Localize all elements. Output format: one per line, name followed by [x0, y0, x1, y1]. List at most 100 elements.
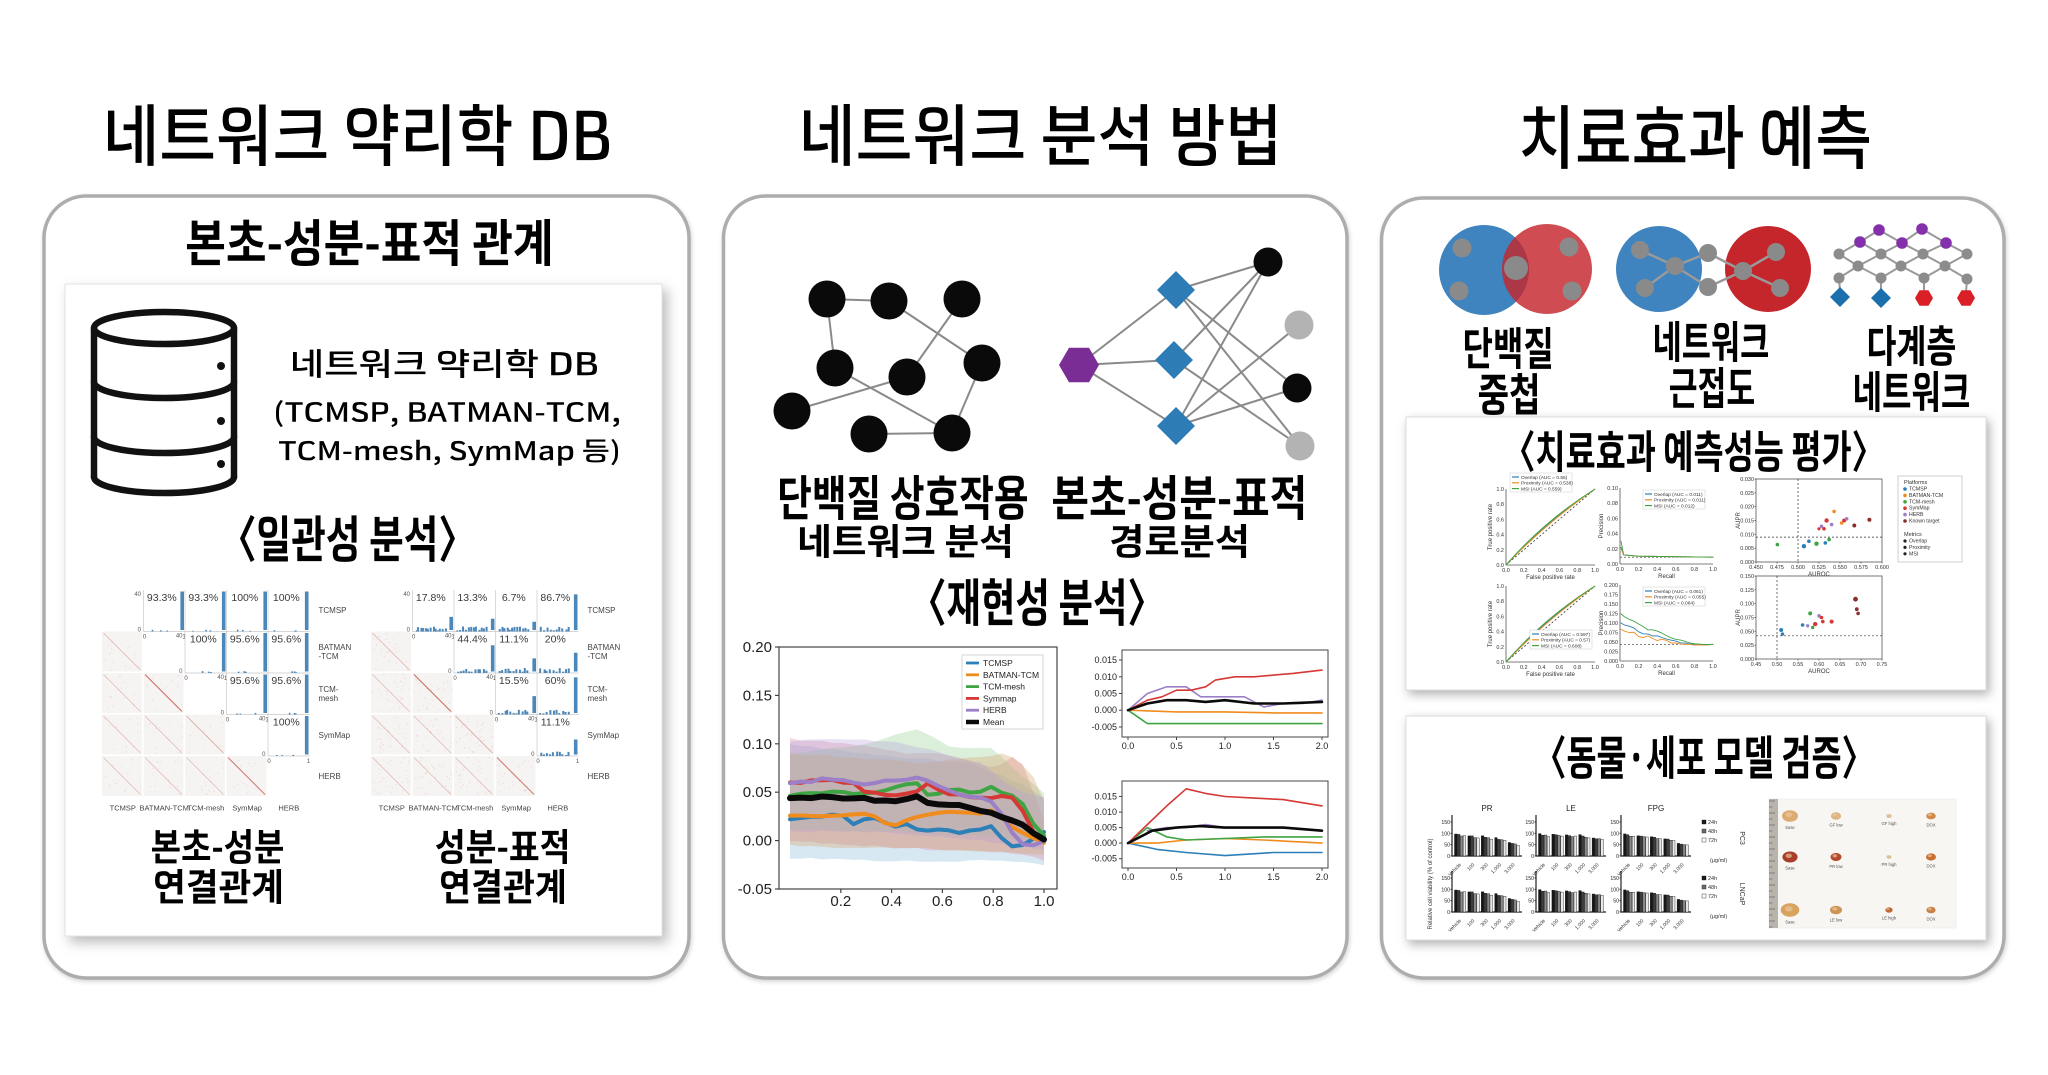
svg-text:Metrics: Metrics — [1904, 532, 1922, 538]
svg-text:48h: 48h — [1708, 829, 1717, 835]
svg-text:2.0: 2.0 — [1316, 741, 1329, 751]
svg-text:0.5: 0.5 — [1170, 741, 1183, 751]
svg-text:Recall: Recall — [1658, 671, 1675, 677]
svg-text:0.550: 0.550 — [1833, 565, 1847, 571]
svg-text:0.000: 0.000 — [1740, 657, 1754, 663]
svg-text:0: 0 — [138, 628, 142, 634]
svg-text:0.08: 0.08 — [1607, 501, 1618, 507]
svg-text:0.450: 0.450 — [1749, 565, 1763, 571]
svg-text:1.0: 1.0 — [1496, 487, 1504, 493]
svg-text:40: 40 — [403, 592, 410, 598]
svg-text:LNCaP: LNCaP — [1738, 883, 1745, 906]
svg-text:0.5: 0.5 — [1170, 872, 1183, 882]
svg-text:GF high: GF high — [1882, 821, 1898, 826]
svg-text:13.3%: 13.3% — [457, 592, 487, 604]
svg-text:HERB: HERB — [278, 804, 299, 813]
svg-text:0.2: 0.2 — [1635, 664, 1643, 670]
svg-text:Relative cell viability (% of: Relative cell viability (% of control) — [1428, 838, 1434, 929]
svg-text:GF low: GF low — [1829, 823, 1843, 828]
svg-text:0.06: 0.06 — [1607, 516, 1618, 522]
svg-text:TCM-: TCM- — [588, 685, 608, 694]
svg-text:0: 0 — [1616, 910, 1619, 916]
svg-text:1.0: 1.0 — [1709, 664, 1717, 670]
svg-text:0.4: 0.4 — [1538, 568, 1546, 574]
svg-text:TCMSP: TCMSP — [110, 804, 136, 813]
svg-text:0.8: 0.8 — [1691, 664, 1699, 670]
svg-text:0: 0 — [536, 759, 540, 765]
svg-text:0.2: 0.2 — [1520, 568, 1528, 574]
svg-text:BATMAN-TCM: BATMAN-TCM — [983, 670, 1039, 680]
svg-text:100: 100 — [1550, 918, 1560, 928]
svg-text:0.2: 0.2 — [1496, 645, 1504, 651]
svg-text:0.8: 0.8 — [1573, 568, 1581, 574]
svg-text:1: 1 — [493, 676, 497, 682]
svg-text:0.000: 0.000 — [1094, 838, 1117, 848]
svg-text:0: 0 — [1531, 854, 1534, 860]
svg-text:BATMAN: BATMAN — [319, 643, 352, 652]
svg-text:Recall: Recall — [1658, 574, 1675, 580]
svg-text:FPG: FPG — [1648, 804, 1664, 813]
svg-text:True positive rate: True positive rate — [1488, 600, 1494, 647]
svg-text:0.015: 0.015 — [1740, 519, 1754, 525]
svg-text:Sase: Sase — [1785, 920, 1795, 925]
svg-text:DOX: DOX — [1926, 864, 1935, 869]
svg-text:300: 300 — [1564, 862, 1574, 872]
svg-text:-0.005: -0.005 — [1091, 722, 1117, 732]
svg-text:0.005: 0.005 — [1094, 823, 1117, 833]
svg-text:TCM-mesh: TCM-mesh — [1909, 499, 1935, 505]
svg-text:100: 100 — [1466, 918, 1476, 928]
svg-text:11.1%: 11.1% — [541, 717, 570, 729]
svg-text:1.5: 1.5 — [1267, 741, 1280, 751]
svg-text:0.000: 0.000 — [1094, 705, 1117, 715]
svg-text:LE: LE — [1566, 804, 1576, 813]
svg-text:20%: 20% — [545, 634, 566, 646]
svg-text:100: 100 — [1635, 918, 1645, 928]
svg-text:False positive rate: False positive rate — [1526, 672, 1575, 678]
svg-text:0.0: 0.0 — [1122, 872, 1135, 882]
svg-text:0.55: 0.55 — [1793, 662, 1804, 668]
svg-text:0.100: 0.100 — [1604, 621, 1618, 627]
svg-text:PC3: PC3 — [1738, 831, 1745, 845]
svg-text:40: 40 — [528, 717, 535, 723]
svg-text:Symmap: Symmap — [983, 693, 1017, 703]
svg-text:0: 0 — [1447, 854, 1450, 860]
svg-text:Proximity: Proximity — [1909, 545, 1931, 551]
svg-text:0: 0 — [453, 676, 457, 682]
svg-text:95.6%: 95.6% — [271, 675, 301, 687]
svg-text:0.175: 0.175 — [1604, 593, 1618, 599]
svg-text:100%: 100% — [231, 592, 258, 604]
svg-text:0.005: 0.005 — [1740, 546, 1754, 552]
svg-text:MSI (AUC = 0.012): MSI (AUC = 0.012) — [1654, 503, 1695, 509]
svg-text:Proximity (AUC = 0.055): Proximity (AUC = 0.055) — [1654, 595, 1706, 601]
svg-text:15.5%: 15.5% — [499, 675, 529, 687]
svg-text:False positive rate: False positive rate — [1526, 575, 1575, 581]
svg-text:48h: 48h — [1708, 885, 1717, 891]
svg-text:0.4: 0.4 — [881, 893, 902, 910]
svg-text:0.75: 0.75 — [1877, 662, 1888, 668]
svg-text:MSI (AUC = 0.608): MSI (AUC = 0.608) — [1541, 643, 1582, 649]
svg-text:100: 100 — [1466, 862, 1476, 872]
svg-text:PR low: PR low — [1829, 864, 1843, 869]
svg-text:Overlap: Overlap — [1909, 539, 1927, 545]
svg-text:0: 0 — [221, 711, 225, 717]
svg-text:0.4: 0.4 — [1496, 533, 1504, 539]
svg-text:DOX: DOX — [1926, 916, 1935, 921]
svg-text:0.125: 0.125 — [1604, 612, 1618, 618]
svg-text:0.0: 0.0 — [1616, 664, 1624, 670]
svg-text:24h: 24h — [1708, 876, 1717, 882]
svg-text:0: 0 — [143, 635, 147, 641]
svg-text:0.6: 0.6 — [1556, 665, 1564, 671]
svg-text:0: 0 — [412, 635, 416, 641]
svg-text:0: 0 — [448, 669, 452, 675]
svg-text:0.60: 0.60 — [1814, 662, 1825, 668]
svg-text:0.65: 0.65 — [1835, 662, 1846, 668]
svg-text:PR: PR — [1481, 804, 1492, 813]
svg-text:HERB: HERB — [1909, 512, 1924, 518]
svg-text:Proximity (AUC = 0.538): Proximity (AUC = 0.538) — [1521, 481, 1573, 487]
svg-text:0: 0 — [490, 711, 494, 717]
svg-text:0.02: 0.02 — [1607, 547, 1618, 553]
svg-text:1.0: 1.0 — [1219, 741, 1232, 751]
svg-text:0.6: 0.6 — [1672, 567, 1680, 573]
svg-text:0.2: 0.2 — [1520, 665, 1528, 671]
svg-text:0.8: 0.8 — [1496, 599, 1504, 605]
